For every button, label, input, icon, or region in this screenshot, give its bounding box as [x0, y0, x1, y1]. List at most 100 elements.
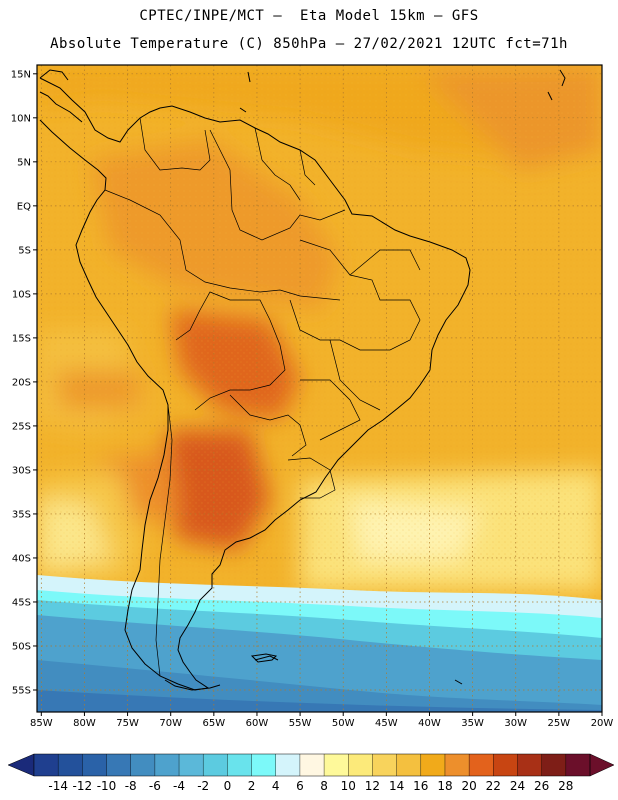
latitude-axis: 15N 10N 5N EQ 5S 10S 15S 20S 25S 30S 35S 40S 45S 50S 5…: [11, 69, 37, 696]
lat-tick-label: 40S: [12, 553, 31, 564]
lon-tick-label: 50W: [332, 718, 355, 729]
colorbar-arrow-left: [7, 753, 35, 777]
colorbar-label: 22: [486, 779, 501, 793]
colorbar-label: 18: [437, 779, 452, 793]
lon-tick-label: 20W: [591, 718, 614, 729]
south-america-coast: [39, 77, 471, 691]
lon-tick-label: 70W: [159, 718, 182, 729]
lon-tick-label: 85W: [30, 718, 53, 729]
lon-tick-label: 25W: [548, 718, 571, 729]
lat-tick-label: 15S: [12, 333, 31, 344]
lat-tick-label: 10S: [12, 289, 31, 300]
colorbar-swatch: [154, 754, 180, 776]
border-brazil-states: [289, 239, 421, 441]
lon-tick-label: 60W: [246, 718, 269, 729]
colorbar-swatch: [396, 754, 422, 776]
lon-tick-label: 55W: [289, 718, 312, 729]
lat-tick-label: 5S: [18, 245, 31, 256]
colorbar-label: 14: [389, 779, 404, 793]
colorbar-swatch: [299, 754, 325, 776]
lat-tick-label: 20S: [12, 377, 31, 388]
colorbar-label: 2: [248, 779, 256, 793]
title-line-1: CPTEC/INPE/MCT – Eta Model 15km – GFS: [139, 8, 479, 24]
colorbar-label: 6: [296, 779, 304, 793]
colorbar-swatch: [203, 754, 228, 776]
colorbar-label: 16: [413, 779, 428, 793]
lat-tick-label: EQ: [17, 201, 31, 212]
band-m8: [37, 690, 602, 712]
country-borders: [104, 117, 421, 677]
colorbar-swatch: [34, 754, 59, 776]
border-uruguay: [287, 457, 336, 499]
colorbar-label: -10: [97, 779, 117, 793]
colorbar-swatch: [82, 754, 108, 776]
colorbar-arrow-right: [589, 753, 615, 777]
colorbar-label: 4: [272, 779, 280, 793]
lon-tick-label: 75W: [116, 718, 139, 729]
lat-tick-label: 35S: [12, 509, 31, 520]
longitude-axis: 85W 80W 75W 70W 65W 60W 55W 50W 45W 40W 35W 30W 25W 2…: [30, 712, 613, 729]
colorbar-swatch: [444, 754, 470, 776]
colorbar: -14 -12 -10 -8 -6 -4 -2 0 2 4 6 8 10 12 14 16 18 20 22 24 26…: [7, 753, 615, 793]
colorbar-label: 24: [510, 779, 525, 793]
border-paraguay: [229, 394, 307, 457]
colorbar-label: -4: [173, 779, 185, 793]
colorbar-label: 20: [461, 779, 476, 793]
lat-tick-label: 5N: [17, 157, 31, 168]
lon-tick-label: 35W: [461, 718, 484, 729]
border-guianas: [254, 127, 316, 201]
lat-tick-label: 10N: [11, 113, 31, 124]
colorbar-frame: [33, 753, 591, 777]
colorbar-label: -6: [149, 779, 161, 793]
border-bolivia: [175, 291, 286, 411]
temperature-field: [37, 65, 602, 712]
lat-tick-label: 30S: [12, 465, 31, 476]
colorbar-label: 12: [365, 779, 380, 793]
border-argentina-chile: [155, 404, 173, 677]
lat-tick-label: 15N: [11, 69, 31, 80]
colorbar-swatch: [275, 754, 301, 776]
map-frame: [36, 64, 603, 713]
colorbar-swatch: [324, 754, 349, 776]
colorbar-label: 8: [320, 779, 328, 793]
colorbar-swatch: [251, 754, 277, 776]
falklands: [250, 653, 278, 663]
lat-tick-label: 50S: [12, 641, 31, 652]
border-andean: [104, 189, 341, 301]
colorbar-swatch: [58, 754, 83, 776]
colorbar-swatch: [469, 754, 494, 776]
colorbar-swatch: [493, 754, 518, 776]
colorbar-swatch: [372, 754, 398, 776]
colorbar-swatch: [130, 754, 156, 776]
southern-cold-band: [37, 575, 602, 712]
title-line-2: Absolute Temperature (C) 850hPa – 27/02/…: [50, 36, 568, 52]
colorbar-swatch: [420, 754, 446, 776]
colorbar-label: 28: [558, 779, 573, 793]
lon-tick-label: 40W: [418, 718, 441, 729]
colorbar-label: 10: [341, 779, 356, 793]
central-america-coast: [39, 69, 83, 123]
colorbar-swatch: [348, 754, 373, 776]
caribbean-islands: [239, 69, 566, 113]
lon-tick-label: 30W: [504, 718, 527, 729]
lon-tick-label: 80W: [73, 718, 96, 729]
colorbar-label: 26: [534, 779, 549, 793]
tierra-del-fuego: [164, 655, 463, 691]
lat-tick-label: 55S: [12, 685, 31, 696]
colorbar-swatch: [565, 754, 591, 776]
colorbar-label: 0: [224, 779, 232, 793]
border-brazil-west: [209, 129, 346, 241]
colorbar-swatch: [179, 754, 204, 776]
colorbar-label: -14: [48, 779, 68, 793]
colorbar-label: -2: [197, 779, 209, 793]
lat-tick-label: 25S: [12, 421, 31, 432]
border-colombia-venezuela: [139, 117, 211, 171]
colorbar-swatch: [106, 754, 132, 776]
lon-tick-label: 65W: [203, 718, 226, 729]
colorbar-swatch: [517, 754, 543, 776]
colorbar-swatch: [227, 754, 253, 776]
colorbar-swatch: [541, 754, 567, 776]
colorbar-label: -8: [125, 779, 137, 793]
coastlines: [39, 69, 566, 691]
